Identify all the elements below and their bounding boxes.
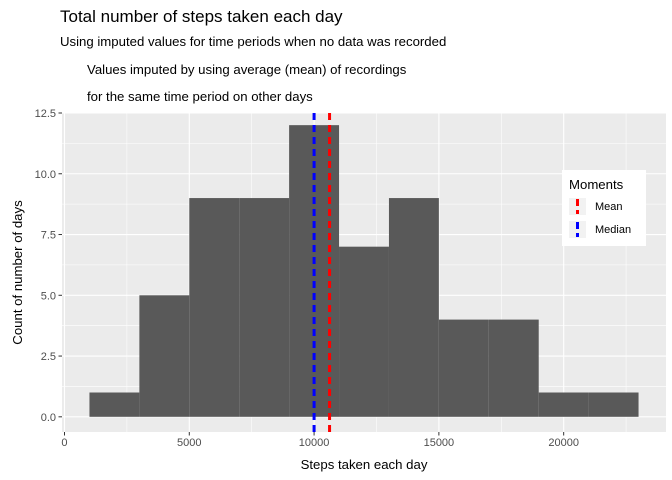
y-tick-label: 12.5 <box>35 108 56 120</box>
x-tick-label: 5000 <box>177 437 201 449</box>
histogram-bar-9 <box>488 319 539 417</box>
chart-subtitle-line-2: Values imputed by using average (mean) o… <box>87 62 407 77</box>
histogram-bar-6 <box>339 246 389 417</box>
histogram-bar-8 <box>438 319 489 417</box>
y-axis-ticks: 0.0 2.5 5.0 7.5 10.0 12.5 <box>35 108 62 424</box>
histogram-bar-7 <box>388 198 439 417</box>
histogram-bar-4 <box>239 198 290 417</box>
x-tick-label: 20000 <box>548 437 579 449</box>
legend-key-median <box>569 221 586 238</box>
histogram-bar-11 <box>588 392 639 417</box>
legend-label-mean: Mean <box>595 201 623 213</box>
legend: Moments Mean Median <box>562 170 646 246</box>
y-tick-label: 10.0 <box>35 169 56 181</box>
legend-label-median: Median <box>595 224 631 236</box>
histogram-bar-1 <box>89 392 140 417</box>
y-tick-label: 7.5 <box>41 230 56 242</box>
histogram-bar-2 <box>139 295 190 417</box>
legend-key-mean <box>569 198 586 215</box>
chart-subtitle-line-1: Using imputed values for time periods wh… <box>60 34 446 49</box>
chart-subtitle-line-3: for the same time period on other days <box>87 89 313 104</box>
x-tick-label: 10000 <box>299 437 330 449</box>
y-tick-label: 2.5 <box>41 351 56 363</box>
y-axis-label: Count of number of days <box>10 200 25 345</box>
moment-lines <box>312 113 332 432</box>
x-tick-label: 15000 <box>424 437 455 449</box>
legend-title: Moments <box>569 177 624 192</box>
legend-entries: Mean Median <box>569 198 631 238</box>
histogram-bar-10 <box>538 392 589 417</box>
y-tick-label: 5.0 <box>41 290 56 302</box>
histogram-bar-3 <box>189 198 240 417</box>
x-axis-ticks: 0 5000 10000 15000 20000 <box>61 432 579 449</box>
x-axis-label: Steps taken each day <box>301 457 428 472</box>
x-tick-label: 0 <box>61 437 67 449</box>
y-tick-label: 0.0 <box>41 412 56 424</box>
chart-title: Total number of steps taken each day <box>60 7 343 26</box>
